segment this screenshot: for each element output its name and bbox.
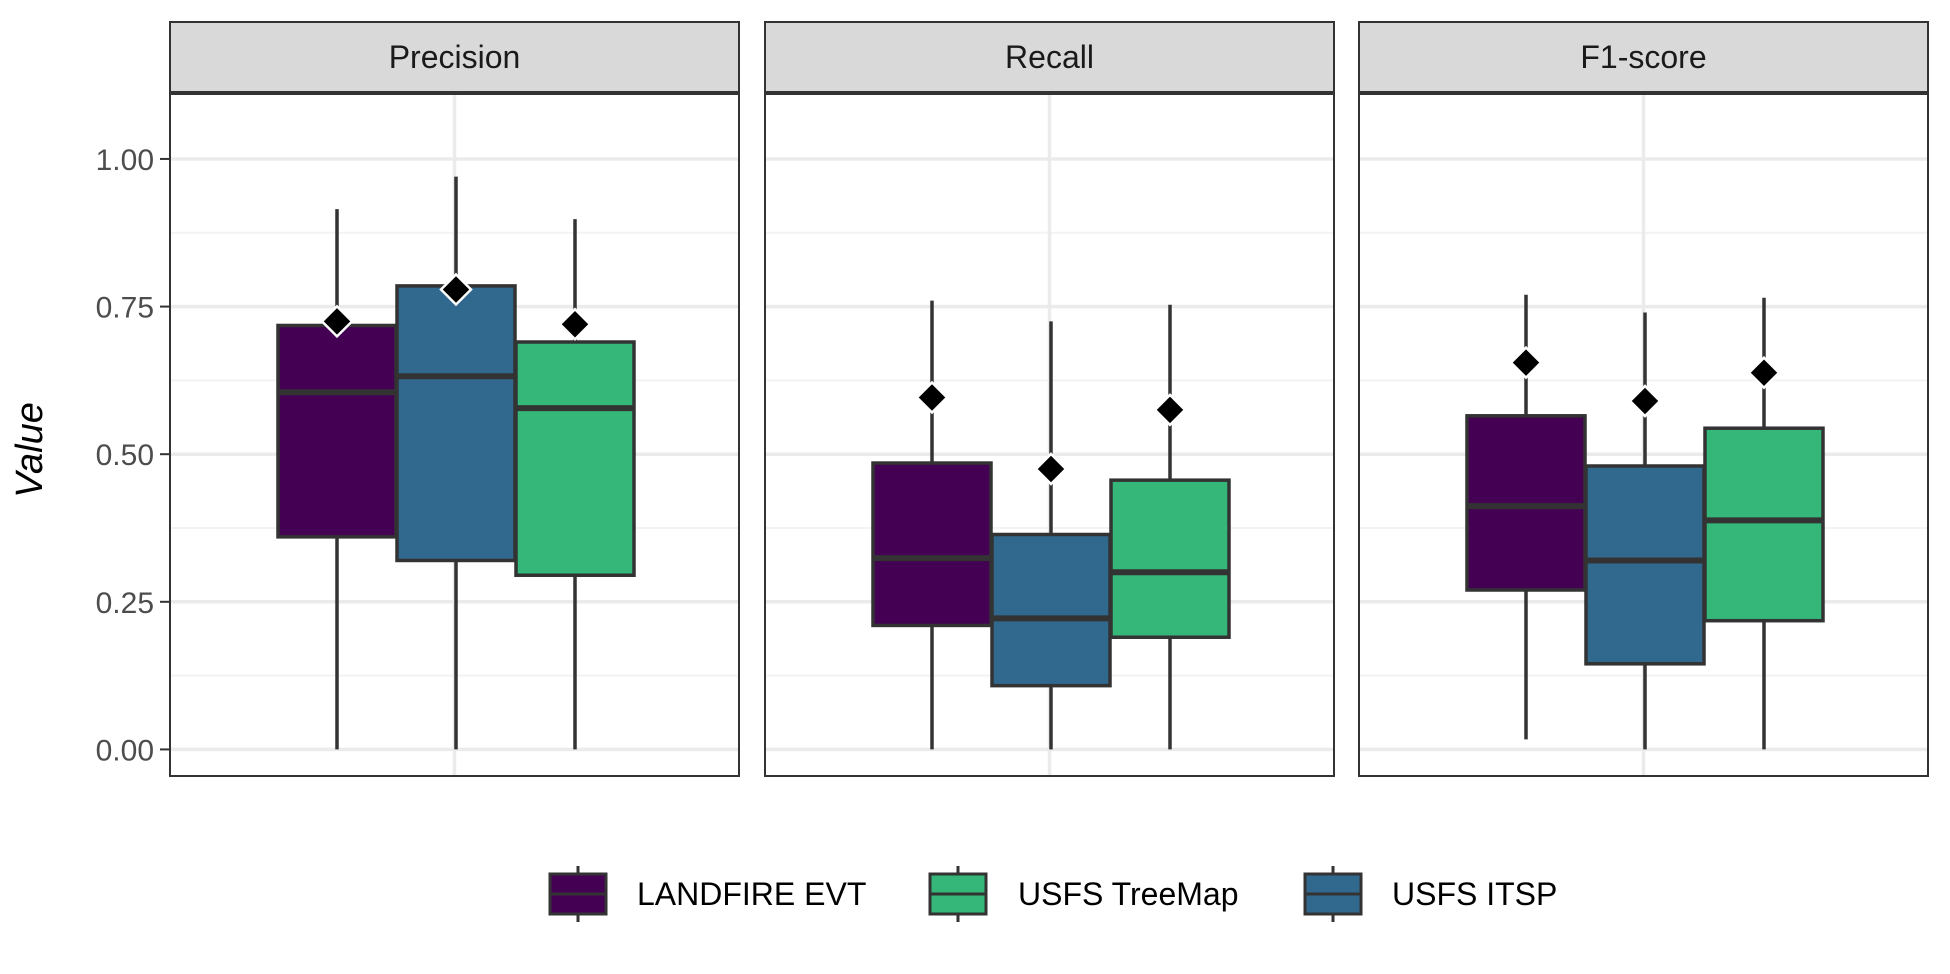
facet-strip xyxy=(1358,21,1929,93)
mean-marker xyxy=(439,272,473,307)
box-landfire-evt xyxy=(1465,294,1587,740)
box-body xyxy=(1465,414,1587,592)
box-body xyxy=(1584,464,1706,666)
y-axis-label: Value xyxy=(9,402,51,498)
facet-panel-precision: Precision xyxy=(169,21,740,777)
legend-item-usfs-itsp: USFS ITSP xyxy=(1303,866,1557,922)
panel-border xyxy=(1358,93,1929,777)
mean-marker xyxy=(558,307,592,342)
mean-marker xyxy=(1747,355,1781,390)
panel-border xyxy=(169,93,740,777)
box-body xyxy=(871,461,993,628)
box-body xyxy=(395,284,517,563)
facet-strip xyxy=(764,21,1335,93)
y-tick-label: 0.25 xyxy=(96,587,154,620)
facet-strip xyxy=(169,21,740,93)
legend-item-landfire-evt: LANDFIRE EVT xyxy=(548,866,866,922)
box-landfire-evt xyxy=(276,209,398,750)
box-body xyxy=(514,340,636,577)
mean-marker xyxy=(1628,384,1662,418)
box-usfs-treemap xyxy=(1109,304,1231,750)
box-usfs-itsp xyxy=(1584,312,1706,750)
box-usfs-treemap xyxy=(514,219,636,750)
facet-strip-title: Recall xyxy=(1005,39,1094,75)
legend-label: USFS ITSP xyxy=(1392,876,1557,912)
y-tick-label: 0.75 xyxy=(96,292,154,325)
legend-item-usfs-treemap: USFS TreeMap xyxy=(928,866,1239,922)
y-tick-label: 0.00 xyxy=(96,734,154,767)
box-body xyxy=(990,532,1112,688)
y-tick-label: 0.50 xyxy=(96,439,154,472)
facet-strip-title: Precision xyxy=(389,39,521,75)
panel-border xyxy=(764,93,1335,777)
box-landfire-evt xyxy=(871,300,993,750)
mean-marker xyxy=(915,380,949,415)
legend: LANDFIRE EVT USFS TreeMap USFS ITSP xyxy=(548,866,1557,922)
box-body xyxy=(1109,478,1231,639)
box-body xyxy=(1703,426,1825,623)
box-body xyxy=(276,323,398,539)
facet-strip-title: F1-score xyxy=(1580,39,1706,75)
facet-panel-recall: Recall xyxy=(764,21,1335,777)
mean-marker xyxy=(1509,345,1543,380)
mean-marker xyxy=(320,304,354,339)
legend-label: USFS TreeMap xyxy=(1018,876,1239,912)
box-usfs-treemap xyxy=(1703,297,1825,750)
box-usfs-itsp xyxy=(990,321,1112,750)
mean-marker xyxy=(1153,393,1187,427)
mean-marker xyxy=(1034,452,1068,486)
y-tick-label: 1.00 xyxy=(96,144,154,177)
facet-panel-f1-score: F1-score xyxy=(1358,21,1929,777)
legend-label: LANDFIRE EVT xyxy=(637,876,866,912)
